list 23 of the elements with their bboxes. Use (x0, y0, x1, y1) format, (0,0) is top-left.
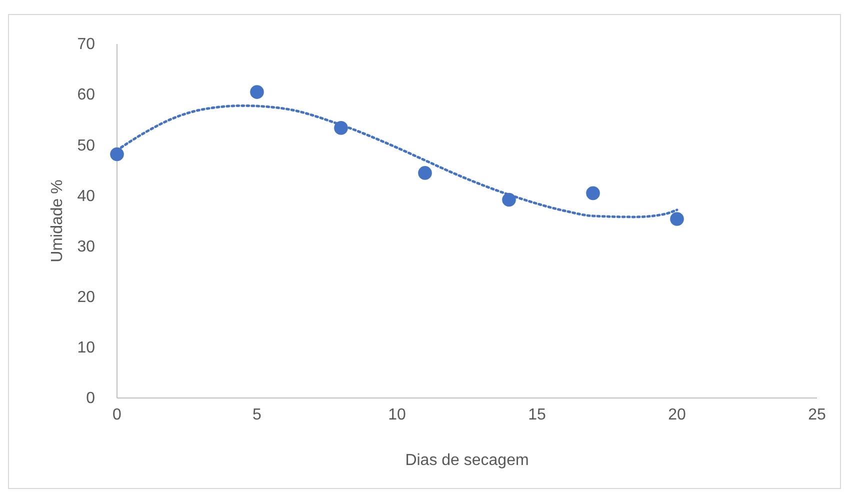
x-tick-label: 5 (252, 406, 262, 424)
y-tick-label: 50 (77, 137, 96, 154)
y-tick-label: 40 (77, 188, 96, 205)
x-tick-label: 0 (112, 406, 122, 424)
point (334, 121, 348, 135)
point (502, 192, 516, 207)
point (110, 147, 124, 162)
point (670, 212, 684, 226)
x-axis-title: Dias de secagem (405, 452, 529, 469)
y-tick-label: 60 (77, 86, 96, 104)
point (418, 166, 432, 180)
point (586, 186, 600, 200)
x-tick-label: 25 (808, 406, 826, 424)
y-tick-label: 20 (77, 288, 96, 306)
x-tick-label: 15 (528, 406, 546, 424)
x-tick-label: 10 (388, 406, 406, 424)
point (250, 85, 264, 99)
y-tick-label: 0 (86, 390, 96, 408)
x-tick-label: 20 (668, 406, 686, 424)
y-tick-label: 30 (77, 238, 96, 256)
y-tick-label: 10 (77, 340, 96, 357)
y-axis-title: Umidade % (49, 180, 66, 262)
y-tick-label: 70 (77, 36, 96, 54)
